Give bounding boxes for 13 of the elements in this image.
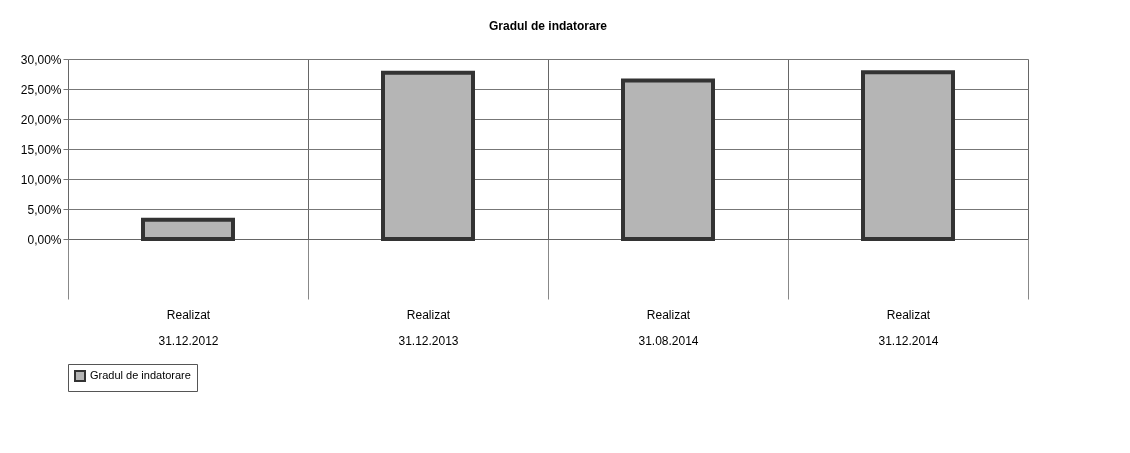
x-tick-label: Realizat 31.12.2012 <box>158 307 219 348</box>
y-tick-label: 15,00% <box>20 142 62 157</box>
chart-title: Gradul de indatorare <box>488 19 608 33</box>
y-tick-label: 25,00% <box>20 82 62 97</box>
y-tick-label: 0,00% <box>27 232 62 247</box>
x-tick-label: Realizat 31.12.2014 <box>878 307 939 348</box>
y-tick-label: 30,00% <box>20 52 62 67</box>
x-tick-label: Realizat 31.08.2014 <box>638 307 699 348</box>
legend-label: Gradul de indatorare <box>90 369 191 381</box>
y-tick-label: 10,00% <box>20 172 62 187</box>
y-tick-label: 20,00% <box>20 112 62 127</box>
y-tick-label: 5,00% <box>27 202 62 217</box>
x-tick-label: Realizat 31.12.2013 <box>398 307 459 348</box>
